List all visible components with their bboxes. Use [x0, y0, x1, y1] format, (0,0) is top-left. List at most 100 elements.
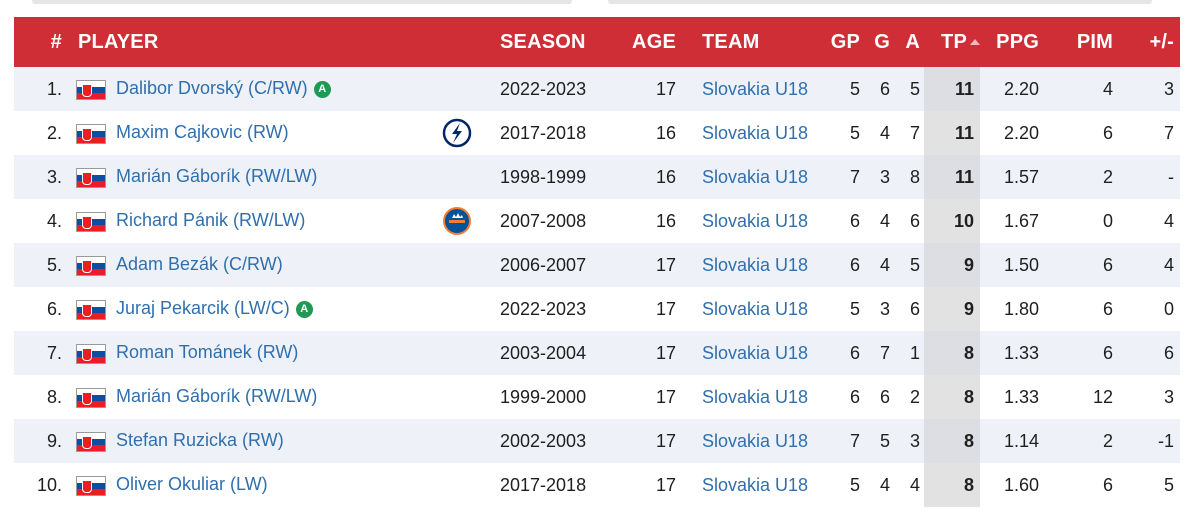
header-season[interactable]: SEASON [500, 30, 586, 53]
player-name-link[interactable]: Oliver Okuliar (LW) [116, 474, 268, 495]
table-row: 2. Maxim Cajkovic (RW) 2017-2018 16 Slov… [14, 111, 1180, 155]
player-name-link[interactable]: Adam Bezák (C/RW) [116, 254, 283, 275]
table-body: 1. Dalibor Dvorský (C/RW) A 2022-2023 17 … [14, 67, 1180, 507]
rank-cell: 6. [46, 298, 62, 319]
player-cell: Oliver Okuliar (LW) [70, 463, 482, 507]
nhl-team-logo-slot [442, 206, 472, 236]
player-cell: Marián Gáborík (RW/LW) [70, 155, 482, 199]
team-link[interactable]: Slovakia U18 [702, 474, 809, 495]
rank-cell: 1. [46, 78, 62, 99]
gp-cell: 7 [849, 430, 860, 451]
stats-table-container: # PLAYER SEASON AGE TEAM GP G A TP PPG P… [14, 17, 1180, 507]
a-cell: 4 [909, 474, 920, 495]
header-gp[interactable]: GP [830, 30, 860, 53]
season-cell: 1999-2000 [500, 386, 587, 407]
a-cell: 7 [909, 122, 920, 143]
nhl-team-logo-slot [442, 118, 472, 148]
header-g[interactable]: G [874, 30, 890, 53]
badge-slot: A [308, 78, 331, 99]
player-cell: Dalibor Dvorský (C/RW) A [70, 67, 482, 111]
team-cell: Slovakia U18 [676, 375, 826, 419]
rank-cell: 9. [46, 430, 62, 451]
header-pim[interactable]: PIM [1076, 30, 1113, 53]
player-name-link[interactable]: Richard Pánik (RW/LW) [116, 210, 306, 231]
rank-cell: 2. [46, 122, 62, 143]
top-divider-left [32, 0, 572, 4]
player-name-link[interactable]: Stefan Ruzicka (RW) [116, 430, 284, 451]
plus-minus-cell: - [1168, 166, 1174, 187]
header-age[interactable]: AGE [632, 30, 676, 53]
player-cell: Juraj Pekarcik (LW/C) A [70, 287, 482, 331]
tp-cell: 8 [924, 375, 980, 419]
header-player[interactable]: PLAYER [78, 30, 159, 53]
g-cell: 3 [879, 166, 890, 187]
team-link[interactable]: Slovakia U18 [702, 430, 809, 451]
team-link[interactable]: Slovakia U18 [702, 122, 809, 143]
slovakia-flag-icon [76, 255, 106, 276]
team-link[interactable]: Slovakia U18 [702, 298, 809, 319]
header-ppg[interactable]: PPG [996, 30, 1039, 53]
islanders-logo-icon[interactable] [442, 206, 472, 236]
tp-cell: 11 [924, 111, 980, 155]
table-row: 3. Marián Gáborík (RW/LW) 1998-1999 16 S… [14, 155, 1180, 199]
table-row: 5. Adam Bezák (C/RW) 2006-2007 17 Slovak… [14, 243, 1180, 287]
player-name-link[interactable]: Maxim Cajkovic (RW) [116, 122, 289, 143]
season-cell: 2007-2008 [500, 210, 587, 231]
rank-cell: 5. [46, 254, 62, 275]
gp-cell: 5 [849, 474, 860, 495]
rank-cell: 4. [46, 210, 62, 231]
ppg-cell: 2.20 [1003, 78, 1039, 99]
ppg-cell: 1.57 [1003, 166, 1039, 187]
table-row: 6. Juraj Pekarcik (LW/C) A 2022-2023 17 S… [14, 287, 1180, 331]
badge-slot: A [290, 298, 313, 319]
ppg-cell: 1.14 [1003, 430, 1039, 451]
team-link[interactable]: Slovakia U18 [702, 210, 809, 231]
table-row: 9. Stefan Ruzicka (RW) 2002-2003 17 Slov… [14, 419, 1180, 463]
player-name-link[interactable]: Marián Gáborík (RW/LW) [116, 166, 318, 187]
age-cell: 17 [655, 474, 676, 495]
gp-cell: 7 [849, 166, 860, 187]
team-link[interactable]: Slovakia U18 [702, 166, 809, 187]
season-cell: 2003-2004 [500, 342, 587, 363]
tp-cell: 11 [924, 155, 980, 199]
slovakia-flag-icon [76, 343, 106, 364]
header-rank[interactable]: # [50, 30, 62, 53]
ppg-cell: 2.20 [1003, 122, 1039, 143]
age-cell: 17 [655, 254, 676, 275]
age-cell: 17 [655, 342, 676, 363]
alternate-captain-badge: A [313, 81, 331, 99]
table-row: 7. Roman Tománek (RW) 2003-2004 17 Slova… [14, 331, 1180, 375]
header-plus-minus[interactable]: +/- [1149, 30, 1174, 53]
player-name-link[interactable]: Roman Tománek (RW) [116, 342, 299, 363]
gp-cell: 6 [849, 254, 860, 275]
alternate-captain-badge: A [295, 301, 313, 319]
header-tp[interactable]: TP [924, 17, 980, 67]
table-row: 1. Dalibor Dvorský (C/RW) A 2022-2023 17 … [14, 67, 1180, 111]
team-link[interactable]: Slovakia U18 [702, 386, 809, 407]
player-name-link[interactable]: Dalibor Dvorský (C/RW) [116, 78, 308, 99]
team-cell: Slovakia U18 [676, 331, 826, 375]
plus-minus-cell: -1 [1157, 430, 1174, 451]
team-cell: Slovakia U18 [676, 155, 826, 199]
slovakia-flag-icon [76, 475, 106, 496]
a-cell: 6 [909, 210, 920, 231]
g-cell: 5 [879, 430, 890, 451]
ppg-cell: 1.33 [1003, 386, 1039, 407]
plus-minus-cell: 4 [1163, 210, 1174, 231]
player-name-link[interactable]: Marián Gáborík (RW/LW) [116, 386, 318, 407]
gp-cell: 5 [849, 78, 860, 99]
pim-cell: 6 [1102, 342, 1113, 363]
header-team[interactable]: TEAM [702, 30, 760, 53]
tp-cell: 9 [924, 287, 980, 331]
header-a[interactable]: A [905, 30, 920, 53]
team-cell: Slovakia U18 [676, 67, 826, 111]
lightning-logo-icon[interactable] [442, 118, 472, 148]
team-link[interactable]: Slovakia U18 [702, 254, 809, 275]
team-link[interactable]: Slovakia U18 [702, 78, 809, 99]
a-cell: 6 [909, 298, 920, 319]
g-cell: 6 [879, 386, 890, 407]
plus-minus-cell: 0 [1163, 298, 1174, 319]
player-name-link[interactable]: Juraj Pekarcik (LW/C) [116, 298, 290, 319]
player-cell: Marián Gáborík (RW/LW) [70, 375, 482, 419]
team-link[interactable]: Slovakia U18 [702, 342, 809, 363]
